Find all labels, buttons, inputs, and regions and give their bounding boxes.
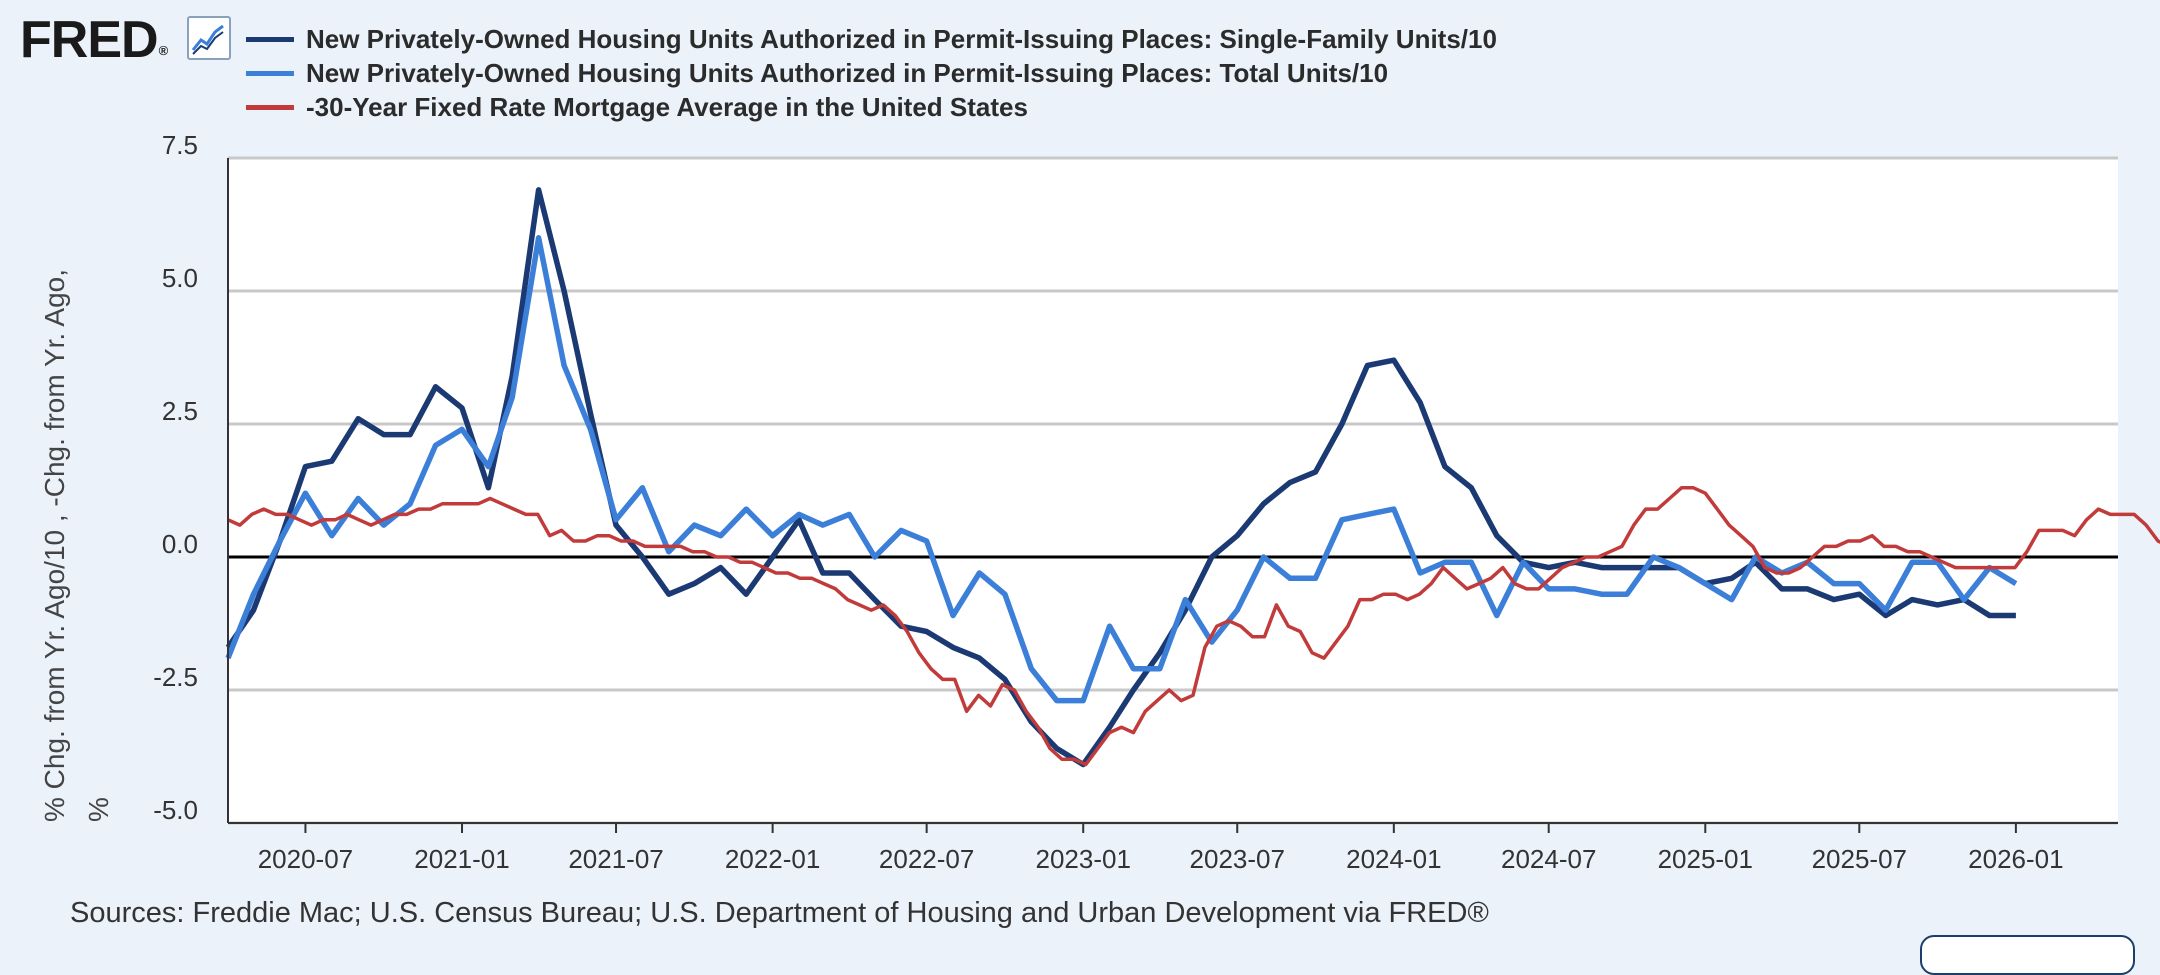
legend-label: New Privately-Owned Housing Units Author… <box>306 57 1389 88</box>
x-tick-label: 2022-07 <box>879 844 974 874</box>
series-group <box>225 187 2160 768</box>
y-axis-label: % Chg. from Yr. Ago/10 , -Chg. from Yr. … <box>39 269 70 822</box>
x-tick-label: 2023-01 <box>1036 844 1131 874</box>
download-button[interactable] <box>1920 935 2135 975</box>
chart-legend: New Privately-Owned Housing Units Author… <box>246 22 1497 124</box>
fred-logo-text: FRED <box>20 11 159 69</box>
legend-swatch <box>246 70 294 76</box>
series-total-units-line <box>225 235 2018 704</box>
x-tick-label: 2022-01 <box>725 844 820 874</box>
y-axis-ticks: 7.5 5.0 2.5 0.0 -2.5 -5.0 <box>153 130 198 825</box>
legend-label: -30-Year Fixed Rate Mortgage Average in … <box>306 91 1028 122</box>
series-mortgage-rate-line <box>227 486 2160 767</box>
line-chart: 7.5 5.0 2.5 0.0 -2.5 -5.0 2020-07 2021-01 2021-… <box>39 130 2160 874</box>
x-tick-label: 2025-01 <box>1658 844 1753 874</box>
series-single-family-line <box>225 187 2016 768</box>
y-tick-label: 7.5 <box>162 130 198 160</box>
x-tick-label: 2023-07 <box>1190 844 1285 874</box>
chart-line-icon-graphic <box>191 24 224 55</box>
x-tick-label: 2021-01 <box>414 844 509 874</box>
chart-line-icon[interactable] <box>187 16 231 60</box>
x-axis-ticks: 2020-07 2021-01 2021-07 2022-01 2022-07 2023-… <box>258 823 2064 874</box>
x-tick-label: 2024-07 <box>1501 844 1596 874</box>
fred-logo[interactable]: FRED® <box>20 11 169 69</box>
legend-label: New Privately-Owned Housing Units Author… <box>306 23 1497 54</box>
legend-swatch <box>246 36 294 42</box>
y-tick-label: -5.0 <box>153 795 198 825</box>
legend-item-mortgage-rate: -30-Year Fixed Rate Mortgage Average in … <box>246 90 1497 124</box>
sources-note: Sources: Freddie Mac; U.S. Census Bureau… <box>70 897 1489 929</box>
legend-item-total-units: New Privately-Owned Housing Units Author… <box>246 56 1497 90</box>
y-tick-label: -2.5 <box>153 662 198 692</box>
y-tick-label: 0.0 <box>162 529 198 559</box>
x-tick-label: 2020-07 <box>258 844 353 874</box>
y-tick-label: 2.5 <box>162 396 198 426</box>
legend-swatch <box>246 104 294 110</box>
registered-mark: ® <box>158 43 169 58</box>
plot-area <box>228 158 2118 823</box>
x-tick-label: 2021-07 <box>568 844 663 874</box>
x-tick-label: 2024-01 <box>1346 844 1441 874</box>
x-tick-label: 2025-07 <box>1812 844 1907 874</box>
y-tick-label: 5.0 <box>162 263 198 293</box>
y-axis-label-unit: % <box>83 797 114 822</box>
legend-item-single-family: New Privately-Owned Housing Units Author… <box>246 22 1497 56</box>
x-tick-label: 2026-01 <box>1968 844 2063 874</box>
